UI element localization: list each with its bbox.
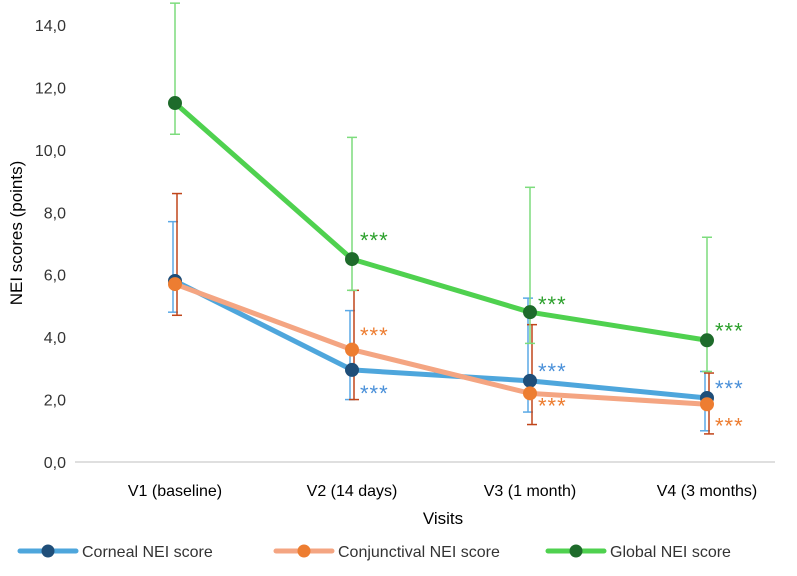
data-point bbox=[523, 386, 537, 401]
significance-label: *** bbox=[360, 381, 389, 406]
significance-label: *** bbox=[360, 323, 389, 348]
legend-marker-swatch bbox=[569, 544, 583, 558]
y-tick-label: 0,0 bbox=[44, 455, 66, 472]
y-tick-label: 12,0 bbox=[35, 80, 66, 97]
legend-label: Conjunctival NEI score bbox=[338, 544, 500, 561]
y-tick-label: 4,0 bbox=[44, 330, 66, 347]
y-axis-label: NEI scores (points) bbox=[7, 161, 26, 306]
series-line-global-nei-score bbox=[172, 100, 710, 343]
legend-label: Global NEI score bbox=[610, 544, 731, 561]
data-point bbox=[345, 362, 359, 377]
data-point bbox=[523, 305, 537, 320]
data-point bbox=[168, 96, 182, 111]
significance-label: *** bbox=[538, 292, 567, 317]
axes-group: 0,0 2,0 4,0 6,0 8,0 10,0 12,0 14,0 V1 (baseline)… bbox=[35, 18, 775, 500]
x-tick-label: V4 (3 months) bbox=[657, 483, 757, 500]
legend-label: Corneal NEI score bbox=[82, 544, 213, 561]
y-tick-label: 8,0 bbox=[44, 205, 66, 222]
y-tick-label: 6,0 bbox=[44, 268, 66, 285]
significance-label: *** bbox=[715, 414, 744, 439]
series-line-corneal-nei-score bbox=[172, 278, 710, 401]
data-point bbox=[700, 333, 714, 348]
legend-marker-swatch bbox=[41, 544, 55, 558]
y-tick-label: 10,0 bbox=[35, 143, 66, 160]
series-line-conjunctival-nei-score bbox=[172, 281, 710, 407]
series-2-error-bars bbox=[170, 2, 712, 373]
significance-label: *** bbox=[538, 359, 567, 384]
y-tick-label: 14,0 bbox=[35, 18, 66, 35]
x-tick-label: V2 (14 days) bbox=[307, 483, 398, 500]
data-point bbox=[345, 342, 359, 357]
legend-item: Conjunctival NEI score bbox=[273, 544, 500, 561]
legend-marker-swatch bbox=[297, 544, 311, 558]
x-axis-label: Visits bbox=[423, 509, 463, 528]
legend-item: Corneal NEI score bbox=[17, 544, 213, 561]
legend-item: Global NEI score bbox=[545, 544, 731, 561]
data-point bbox=[700, 397, 714, 412]
significance-label: *** bbox=[715, 318, 744, 343]
data-point bbox=[523, 373, 537, 388]
x-tick-label: V1 (baseline) bbox=[128, 483, 222, 500]
series-layer: *** *** *** *** *** *** *** *** *** bbox=[168, 2, 744, 439]
significance-label: *** bbox=[538, 393, 567, 418]
significance-label: *** bbox=[360, 228, 389, 253]
x-tick-label: V3 (1 month) bbox=[484, 483, 576, 500]
data-point bbox=[168, 277, 182, 292]
significance-label: *** bbox=[715, 376, 744, 401]
data-point bbox=[345, 252, 359, 267]
y-tick-label: 2,0 bbox=[44, 393, 66, 410]
legend: Corneal NEI score Conjunctival NEI score G… bbox=[17, 544, 731, 561]
